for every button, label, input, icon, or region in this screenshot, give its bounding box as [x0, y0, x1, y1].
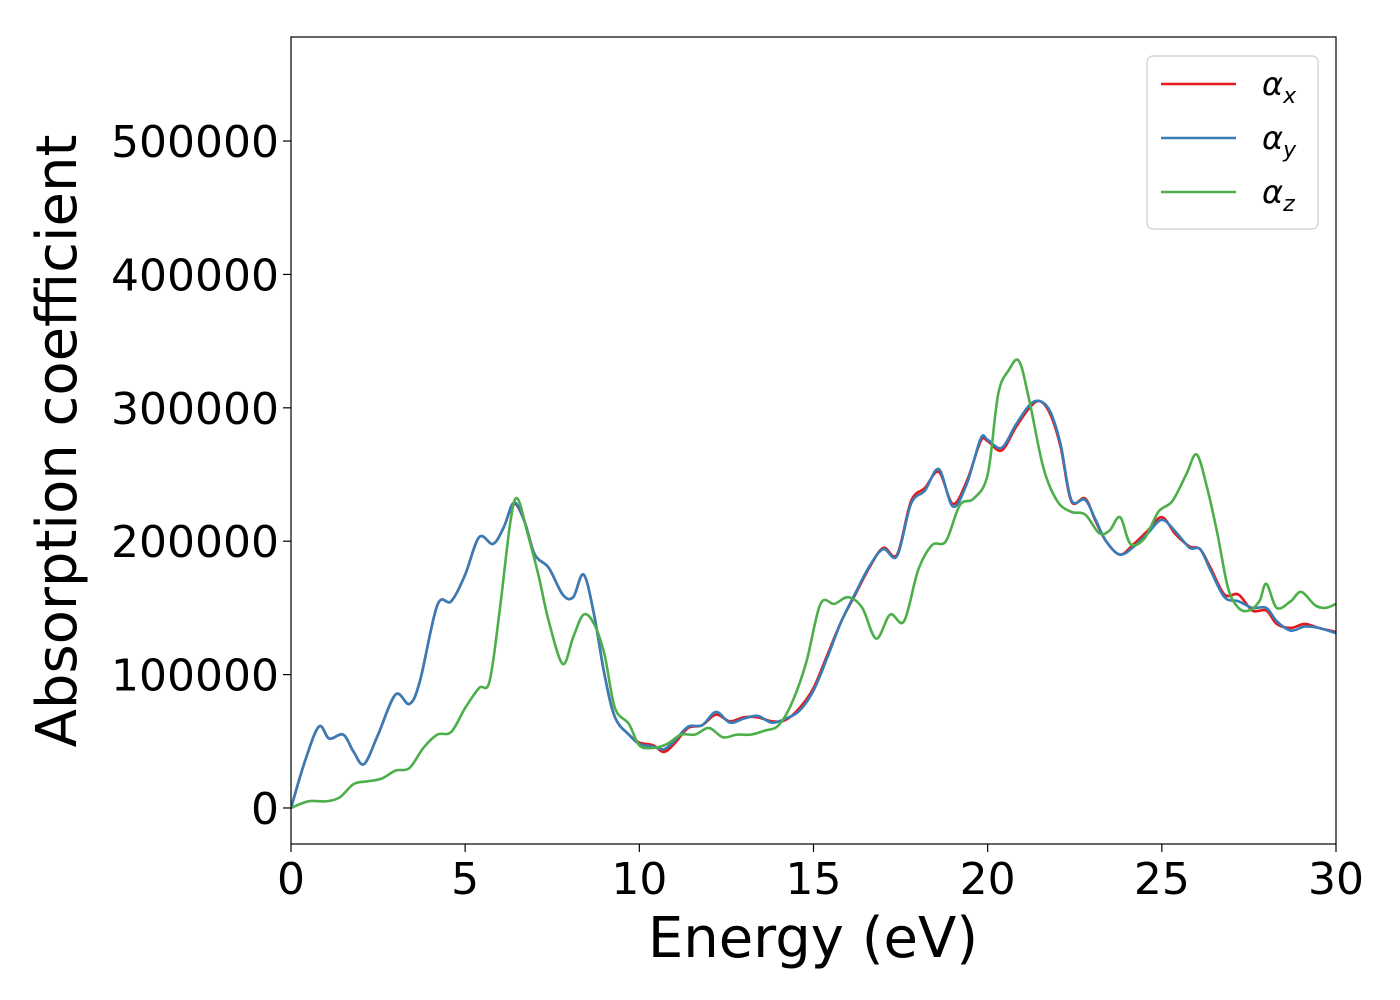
- legend-label-subscript: y: [1282, 138, 1297, 163]
- legend-label-symbol: α: [1262, 65, 1283, 103]
- legend-label-symbol: α: [1262, 119, 1283, 157]
- x-tick-label: 10: [611, 854, 667, 905]
- series-line-alpha-z: [291, 358, 1336, 810]
- x-axis-ticks: 0 5 10 15 20 25 30: [277, 844, 1364, 905]
- x-tick-label: 5: [451, 854, 479, 905]
- legend-label-alpha-z: αz: [1262, 173, 1295, 217]
- legend-label-alpha-y: αy: [1262, 119, 1297, 163]
- y-tick-label: 200000: [111, 517, 279, 568]
- x-tick-label: 30: [1308, 854, 1364, 905]
- y-tick-label: 400000: [111, 250, 279, 301]
- legend-label-subscript: x: [1282, 84, 1297, 109]
- x-tick-label: 0: [277, 854, 305, 905]
- y-tick-label: 300000: [111, 384, 279, 435]
- x-tick-label: 25: [1134, 854, 1190, 905]
- legend-label-subscript: z: [1282, 192, 1295, 217]
- x-axis-title: Energy (eV): [648, 906, 978, 971]
- y-axis-title: Absorption coefficient: [25, 135, 90, 748]
- y-tick-label: 100000: [111, 651, 279, 702]
- y-tick-label: 0: [251, 784, 279, 835]
- legend-label-alpha-x: αx: [1262, 65, 1297, 109]
- legend-label-symbol: α: [1262, 173, 1283, 211]
- y-axis-ticks: 0 100000 200000 300000 400000 500000: [111, 117, 291, 835]
- x-tick-label: 15: [786, 854, 842, 905]
- plot-lines: [291, 358, 1336, 810]
- y-tick-label: 500000: [111, 117, 279, 168]
- x-tick-label: 20: [960, 854, 1016, 905]
- legend-frame: [1146, 55, 1319, 230]
- series-line-alpha-y: [291, 399, 1336, 810]
